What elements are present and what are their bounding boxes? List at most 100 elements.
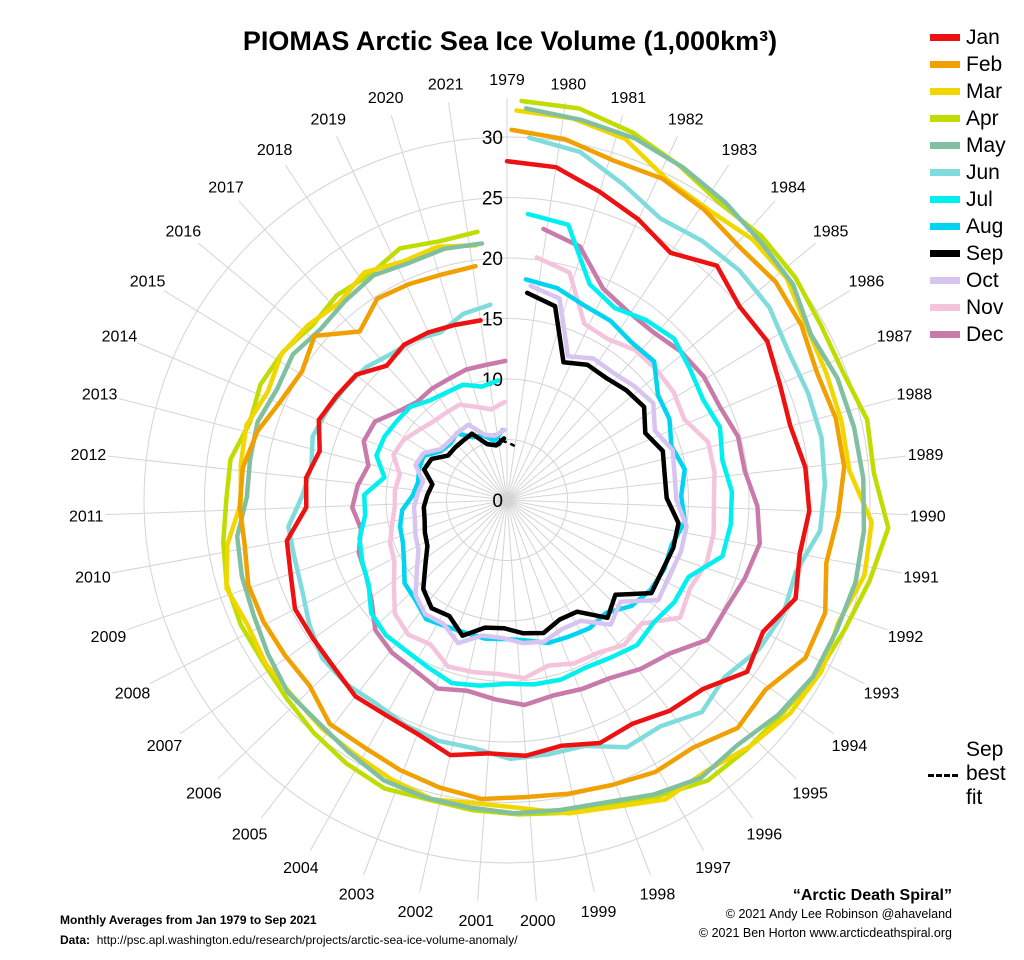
legend-item-oct: Oct <box>930 267 1006 294</box>
legend-swatch-feb <box>930 61 960 68</box>
year-label: 1987 <box>877 328 913 345</box>
legend: Jan Feb Mar Apr May Jun Jul Aug Sep Oct … <box>930 24 1006 348</box>
legend-label: Feb <box>966 53 1003 76</box>
footer-subtitle: Monthly Averages from Jan 1979 to Sep 20… <box>60 913 317 927</box>
legend-swatch-nov <box>930 304 960 311</box>
chart-title: PIOMAS Arctic Sea Ice Volume (1,000km³) <box>242 26 778 56</box>
legend-best-fit: Sep best fit <box>928 738 1024 810</box>
series-line-nov <box>387 255 717 681</box>
year-label: 2008 <box>115 686 151 703</box>
legend-label: May <box>966 134 1006 157</box>
series-line-oct <box>411 283 689 646</box>
year-label: 1979 <box>489 72 525 89</box>
grid-spoke <box>506 499 865 685</box>
year-label: 1992 <box>888 629 924 646</box>
grid-spoke <box>506 499 888 631</box>
grid-spoke <box>506 499 903 574</box>
year-label: 1988 <box>897 386 933 403</box>
legend-swatch-may <box>930 142 960 149</box>
legend-label: Aug <box>966 215 1004 238</box>
year-label: 2001 <box>458 913 494 930</box>
year-label: 2015 <box>130 274 166 291</box>
year-label: 1982 <box>668 112 704 129</box>
year-label: 1984 <box>770 179 806 196</box>
radial-tick-label: 5 <box>492 431 503 452</box>
legend-swatch-jul <box>930 196 960 203</box>
grid-spoke <box>506 115 624 501</box>
grid-spoke <box>506 290 851 501</box>
year-label: 1986 <box>849 274 885 291</box>
sep-best-fit-line <box>501 439 519 449</box>
grid-spoke <box>238 200 508 501</box>
legend-label: Nov <box>966 296 1004 319</box>
grid-spoke <box>506 499 537 901</box>
series-line-sep <box>421 290 681 638</box>
grid-spoke <box>506 499 909 516</box>
legend-label: Jul <box>966 188 993 211</box>
year-label: 1983 <box>722 142 758 159</box>
year-labels: 1979 1980 1981 1982 1983 1984 1985 1986 1987 1988… <box>69 72 946 930</box>
year-label: 2002 <box>398 904 434 921</box>
grid-spoke <box>506 164 730 501</box>
series-line-feb <box>237 127 847 802</box>
legend-item-jan: Jan <box>930 24 1006 51</box>
year-label: 2007 <box>147 738 183 755</box>
legend-label: Sep <box>966 242 1004 265</box>
legend-label: Oct <box>966 269 999 292</box>
legend-label: Mar <box>966 80 1003 103</box>
best-fit-swatch <box>928 774 958 777</box>
year-label: 2019 <box>310 112 346 129</box>
footer-nickname: “Arctic Death Spiral” <box>792 887 952 904</box>
grid-spoke <box>506 499 753 819</box>
series-layer <box>221 98 891 817</box>
year-label: 2016 <box>166 224 202 241</box>
legend-item-jul: Jul <box>930 186 1006 213</box>
best-fit-label: Sep best fit <box>966 738 1006 809</box>
legend-item-sep: Sep <box>930 240 1006 267</box>
series-line-jan <box>284 158 812 759</box>
series-line-may <box>234 106 867 816</box>
legend-label: Jan <box>966 26 1000 49</box>
grid-spoke <box>419 499 508 893</box>
year-label: 1995 <box>792 785 828 802</box>
grid-spoke <box>179 499 508 735</box>
year-label: 2006 <box>186 785 222 802</box>
year-label: 2009 <box>91 629 127 646</box>
year-label: 1990 <box>910 508 946 525</box>
year-label: 1985 <box>813 224 849 241</box>
year-label: 1999 <box>581 904 617 921</box>
legend-swatch-jun <box>930 169 960 176</box>
grid-spoke <box>149 499 508 685</box>
year-label: 1993 <box>864 686 900 703</box>
year-label: 1981 <box>611 90 647 107</box>
year-label: 2004 <box>283 860 319 877</box>
best-fit-layer <box>501 439 519 449</box>
radial-tick-label: 30 <box>482 128 503 149</box>
year-label: 2010 <box>75 569 111 586</box>
grid-spoke <box>506 397 896 501</box>
year-label: 1998 <box>640 886 676 903</box>
legend-label: Dec <box>966 323 1004 346</box>
footer-data-url[interactable]: http://psc.apl.washington.edu/research/p… <box>96 933 518 947</box>
footer-source: Monthly Averages from Jan 1979 to Sep 20… <box>60 910 518 950</box>
year-label: 1994 <box>832 738 868 755</box>
year-label: 2011 <box>69 508 104 525</box>
legend-swatch-apr <box>930 115 960 122</box>
legend-item-dec: Dec <box>930 321 1006 348</box>
year-label: 1991 <box>903 569 939 586</box>
series-line-jul <box>357 211 735 688</box>
legend-swatch-aug <box>930 223 960 230</box>
footer-copyright-1: © 2021 Andy Lee Robinson @ahaveland <box>725 907 952 921</box>
year-label: 2005 <box>232 826 268 843</box>
radial-tick-label: 15 <box>482 310 503 331</box>
legend-swatch-dec <box>930 331 960 338</box>
grid-spoke <box>506 455 907 501</box>
footer-credits: “Arctic Death Spiral” © 2021 Andy Lee Ro… <box>699 886 952 943</box>
legend-item-jun: Jun <box>930 159 1006 186</box>
footer-data-line: Data: http://psc.apl.washington.edu/rese… <box>60 930 518 950</box>
grid-spoke <box>284 164 508 501</box>
grid-spoke <box>111 499 508 574</box>
radial-tick-label: 0 <box>492 491 503 512</box>
